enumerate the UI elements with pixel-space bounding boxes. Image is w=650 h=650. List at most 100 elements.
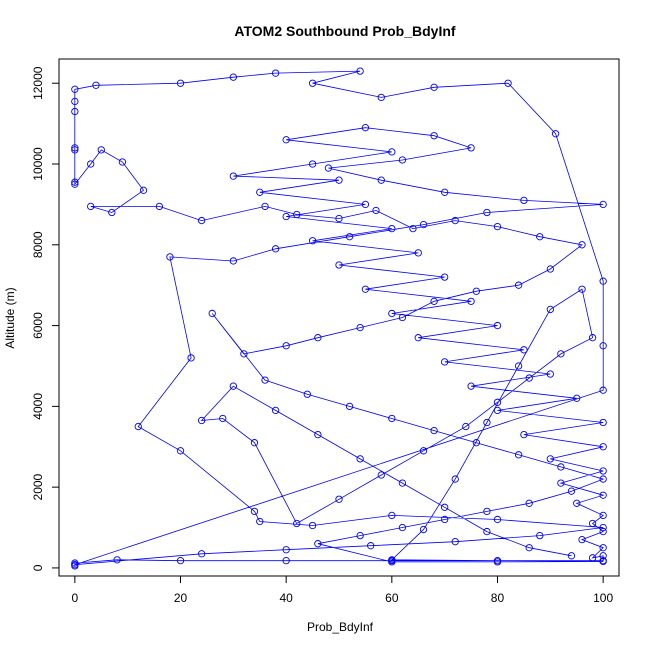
data-point <box>335 214 343 223</box>
y-tick-label: 12000 <box>31 66 45 100</box>
data-point <box>197 216 206 225</box>
data-point <box>546 305 554 314</box>
data-point <box>472 439 481 447</box>
data-point <box>314 430 322 439</box>
data-point <box>546 265 554 273</box>
data-point <box>372 206 380 215</box>
data-point <box>240 350 248 358</box>
data-point <box>71 146 79 154</box>
data-point <box>139 186 148 194</box>
y-tick-label: 2000 <box>31 473 45 500</box>
data-point <box>557 350 565 358</box>
data-point <box>573 499 581 507</box>
data-series <box>71 67 607 570</box>
data-point <box>197 550 206 558</box>
data-point <box>308 79 317 87</box>
data-point <box>361 200 370 209</box>
data-point <box>451 216 459 225</box>
data-point <box>92 81 100 89</box>
data-point <box>361 124 370 132</box>
data-point <box>588 334 597 342</box>
data-point <box>176 79 185 87</box>
data-point <box>525 374 533 382</box>
data-point <box>483 208 491 217</box>
data-point <box>493 406 502 415</box>
data-point <box>430 297 438 305</box>
data-point <box>467 297 475 305</box>
data-point <box>308 237 317 245</box>
data-point <box>567 552 576 560</box>
data-point <box>599 200 607 209</box>
data-point <box>441 273 449 281</box>
data-point <box>134 422 142 431</box>
data-point <box>483 418 491 427</box>
data-point <box>419 220 428 229</box>
data-point <box>155 202 164 211</box>
data-point <box>87 202 95 211</box>
data-point <box>71 85 79 93</box>
data-point <box>345 233 354 241</box>
data-point <box>493 558 502 566</box>
data-point <box>176 557 185 565</box>
data-point <box>472 287 481 295</box>
data-point <box>525 544 533 552</box>
data-point <box>546 455 554 463</box>
data-point <box>314 540 322 548</box>
data-point <box>71 107 79 116</box>
data-point <box>71 144 79 152</box>
y-axis-label: Altitude (m) <box>3 287 17 348</box>
data-point <box>377 93 385 102</box>
data-point <box>335 176 343 184</box>
data-point <box>219 414 227 423</box>
data-point <box>557 463 565 471</box>
data-point <box>71 561 79 569</box>
data-point <box>536 531 544 540</box>
data-point <box>229 172 237 180</box>
data-point <box>520 430 528 439</box>
x-tick-label: 100 <box>593 591 613 605</box>
data-point <box>398 479 407 487</box>
data-point <box>599 418 607 427</box>
y-tick-label: 10000 <box>31 147 45 181</box>
data-point <box>71 97 79 106</box>
data-point <box>356 531 364 540</box>
data-point <box>388 309 396 318</box>
data-point <box>388 511 396 520</box>
data-point <box>441 358 449 366</box>
data-point <box>197 416 206 425</box>
data-point <box>261 376 269 384</box>
data-point <box>419 525 428 534</box>
data-point <box>282 212 290 221</box>
data-point <box>282 557 290 565</box>
data-point <box>377 471 385 479</box>
data-point <box>467 144 475 152</box>
data-point <box>229 382 237 390</box>
data-point <box>573 394 581 402</box>
data-point <box>388 414 396 423</box>
y-tick-label: 6000 <box>31 312 45 339</box>
x-tick-label: 20 <box>174 591 188 605</box>
data-point <box>113 556 121 564</box>
data-point <box>356 67 364 75</box>
data-point <box>599 475 607 483</box>
data-point <box>599 557 607 566</box>
data-point <box>520 196 528 205</box>
data-point <box>87 160 95 168</box>
data-point <box>282 342 290 350</box>
data-point <box>388 556 396 564</box>
data-point <box>118 158 127 166</box>
x-tick-label: 40 <box>279 591 293 605</box>
data-point <box>356 455 364 463</box>
data-point <box>314 334 322 342</box>
series-line <box>74 70 605 566</box>
data-point <box>187 354 195 362</box>
data-point <box>293 210 301 219</box>
data-point <box>250 507 259 516</box>
data-point <box>250 439 259 447</box>
data-point <box>271 406 280 415</box>
data-point <box>599 277 607 285</box>
data-point <box>493 222 502 231</box>
data-point <box>599 511 607 520</box>
data-point <box>271 245 280 253</box>
data-point <box>345 402 354 411</box>
